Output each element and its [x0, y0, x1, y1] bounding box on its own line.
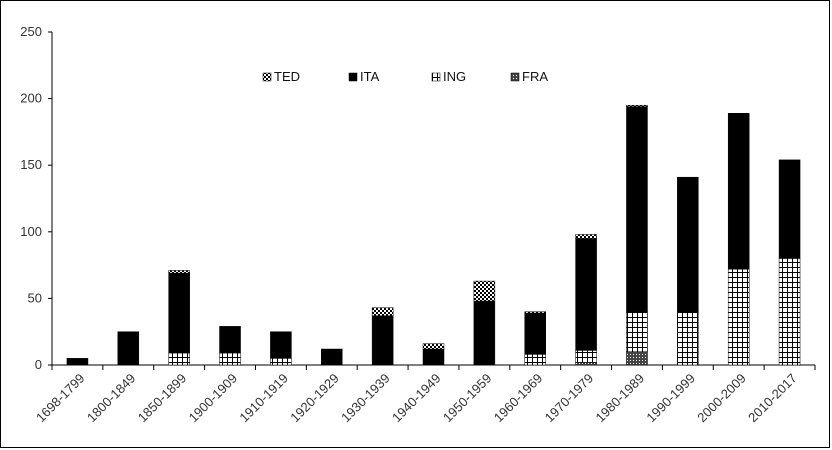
x-tick-label: 1920-1929	[287, 371, 342, 426]
bar-segment-ita	[371, 315, 394, 366]
bars	[66, 105, 801, 366]
bar-segment-ita	[473, 300, 496, 366]
x-tick-label: 1900-1909	[186, 371, 241, 426]
bar-segment-ted	[473, 280, 496, 302]
bar-segment-fra	[575, 362, 597, 366]
bar-segment-ing	[219, 352, 241, 366]
y-tick-label: 100	[20, 224, 42, 239]
bar-segment-ted	[524, 311, 546, 314]
bar-segment-ted	[371, 307, 394, 316]
bar-segment-ita	[168, 272, 190, 354]
legend-swatch-fra	[510, 72, 520, 82]
y-tick-label: 250	[20, 24, 42, 39]
y-tick-label: 150	[20, 157, 42, 172]
bar-segment-ing	[626, 311, 648, 352]
legend-label-fra: FRA	[522, 69, 548, 84]
legend-label-ita: ITA	[360, 69, 380, 84]
bar-segment-fra	[626, 351, 648, 366]
bar-segment-ita	[524, 312, 546, 355]
legend-swatch-ita	[348, 72, 358, 82]
bar-segment-ted	[626, 105, 648, 107]
x-tick-label: 1698-1799	[33, 371, 88, 426]
bar-segment-ted	[422, 343, 445, 350]
y-tick-label: 200	[20, 91, 42, 106]
bar-segment-ing	[677, 311, 699, 366]
x-tick-label: 2010-2017	[745, 371, 800, 426]
bar-segment-ita	[677, 176, 699, 312]
bar-segment-ita	[321, 348, 343, 366]
bar-segment-ing	[168, 352, 190, 366]
legend-label-ing: ING	[443, 69, 466, 84]
x-tick-label: 1930-1939	[338, 371, 393, 426]
legend-label-ted: TED	[274, 69, 300, 84]
x-tick-label: 1940-1949	[389, 371, 444, 426]
x-tick-label: 1910-1919	[236, 371, 291, 426]
bar-segment-ing	[778, 258, 801, 366]
x-tick-label: 2000-2009	[694, 371, 749, 426]
bar-segment-ing	[270, 358, 292, 366]
bar-segment-ing	[575, 350, 597, 363]
legend-swatch-ted	[262, 72, 272, 82]
bar-segment-ita	[422, 348, 445, 366]
bar-segment-ing	[727, 268, 750, 366]
bar-segment-ted	[575, 234, 597, 239]
bar-segment-ted	[168, 270, 190, 274]
x-tick-label: 1800-1849	[84, 371, 139, 426]
axes	[48, 31, 816, 370]
bar-segment-ita	[66, 358, 89, 366]
bar-segment-ita	[778, 159, 801, 259]
bar-segment-ita	[270, 331, 292, 359]
legend-swatch-ing	[431, 72, 441, 82]
x-tick-label: 1990-1999	[643, 371, 698, 426]
bar-segment-ita	[575, 238, 597, 351]
bar-segment-ita	[626, 106, 648, 312]
bar-segment-ita	[117, 331, 140, 366]
x-tick-label: 1970-1979	[542, 371, 597, 426]
bar-segment-ing	[524, 354, 546, 366]
bar-segment-ita	[219, 326, 241, 354]
legend: TED ITA ING FRA	[262, 69, 548, 84]
x-tick-label: 1980-1989	[593, 371, 648, 426]
x-tick-label: 1960-1969	[491, 371, 546, 426]
bar-segment-ita	[727, 113, 750, 270]
y-tick-label: 0	[35, 357, 42, 372]
x-tick-label: 1850-1899	[135, 371, 190, 426]
y-tick-label: 50	[28, 290, 42, 305]
x-tick-label: 1950-1959	[440, 371, 495, 426]
